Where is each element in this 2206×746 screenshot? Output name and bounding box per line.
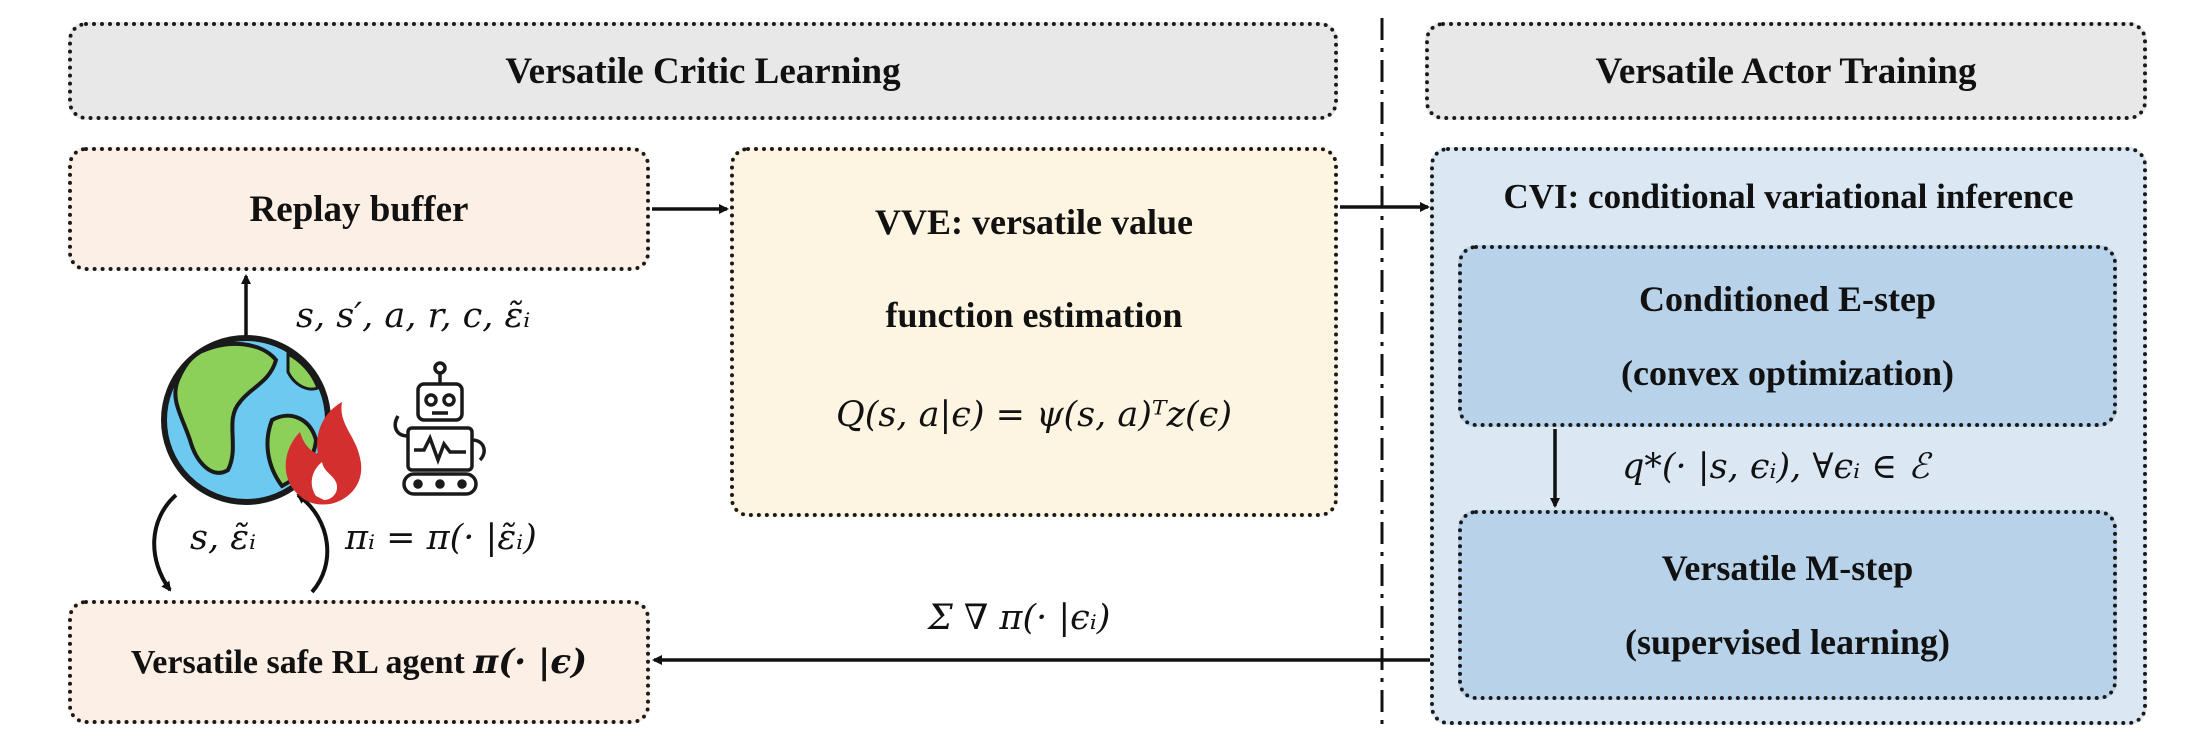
policy-label: πᵢ = π(· |ε̃ᵢ)	[345, 518, 537, 558]
cvi-title: CVI: conditional variational inference	[1503, 177, 2074, 216]
actor-training-title: Versatile Actor Training	[1595, 50, 1977, 92]
e-step-subtitle: (convex optimization)	[1621, 353, 1954, 393]
vve-box: VVE: versatile value function estimation…	[730, 147, 1338, 517]
replay-buffer-box: Replay buffer	[68, 147, 650, 271]
vve-title-line2: function estimation	[885, 295, 1183, 335]
m-step-box: Versatile M-step (supervised learning)	[1458, 510, 2117, 700]
agent-box: Versatile safe RL agent π(· |ϵ)	[68, 600, 650, 724]
vve-formula: Q(s, a|ϵ) = ψ(s, a)ᵀz(ϵ)	[836, 395, 1232, 435]
transition-label: s, s′, a, r, c, ε̃ᵢ	[296, 296, 531, 336]
agent-policy: π(· |ϵ)	[473, 642, 588, 682]
q-star-label: q*(· |s, ϵᵢ), ∀ϵᵢ ∈ ℰ	[1622, 447, 1930, 487]
robot-icon	[393, 361, 486, 496]
m-step-title: Versatile M-step	[1661, 548, 1914, 588]
e-step-box: Conditioned E-step (convex optimization)	[1458, 245, 2117, 427]
replay-buffer-label: Replay buffer	[249, 188, 469, 230]
arrow-world-to-agent	[152, 493, 178, 592]
critic-learning-header: Versatile Critic Learning	[68, 22, 1338, 120]
actor-training-header: Versatile Actor Training	[1425, 22, 2147, 120]
critic-learning-title: Versatile Critic Learning	[505, 50, 901, 92]
agent-label: Versatile safe RL agent π(· |ϵ)	[131, 642, 587, 682]
arrow-agent-to-world	[296, 493, 330, 594]
fire-icon	[285, 402, 362, 505]
gradient-label: Σ ∇ π(· |ϵᵢ)	[928, 598, 1111, 638]
e-step-title: Conditioned E-step	[1638, 279, 1937, 319]
vve-title-line1: VVE: versatile value	[875, 202, 1193, 242]
m-step-subtitle: (supervised learning)	[1624, 622, 1950, 662]
agent-text: Versatile safe RL agent	[130, 644, 474, 681]
state-epsilon-label: s, ε̃ᵢ	[190, 518, 257, 558]
